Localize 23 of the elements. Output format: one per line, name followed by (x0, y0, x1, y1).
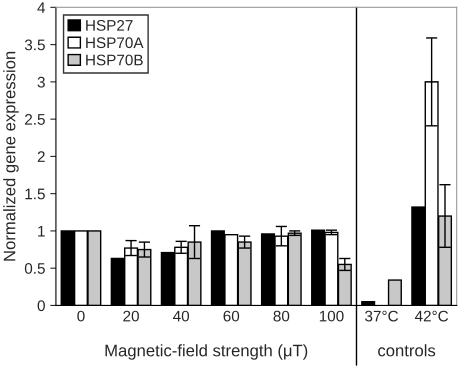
x-tick-label: 0 (77, 310, 85, 322)
y-tick-label: 0 (38, 300, 45, 312)
x-tick-label: 40 (173, 310, 190, 322)
y-tick-label: 2 (38, 151, 45, 162)
text: controls (378, 344, 436, 356)
x-tick-label: 20 (123, 310, 139, 322)
y-tick-label: 1.5 (25, 188, 45, 200)
x-tick-label: 60 (224, 310, 240, 322)
legend-label: HSP70B (86, 54, 143, 66)
y-tick-label: 2.5 (25, 114, 45, 125)
x-axis-title: Magnetic-field strength (μT) (106, 344, 308, 360)
y-axis-title: Normalized gene expression (3, 52, 19, 261)
x-tick-label: 42°C (414, 310, 448, 322)
x-tick-label: 37°C (365, 310, 398, 322)
y-tick-label: 3 (38, 76, 45, 88)
x-tick-label: 80 (274, 310, 290, 322)
legend-label: HSP27 (86, 20, 133, 31)
x-tick-label: 100 (320, 310, 344, 322)
y-tick-label: 1 (38, 226, 45, 236)
y-tick-label: 0.5 (24, 263, 45, 274)
y-tick-label: 4 (37, 2, 46, 13)
legend-label: HSP70A (86, 37, 144, 48)
y-tick-label: 3.5 (24, 39, 45, 50)
